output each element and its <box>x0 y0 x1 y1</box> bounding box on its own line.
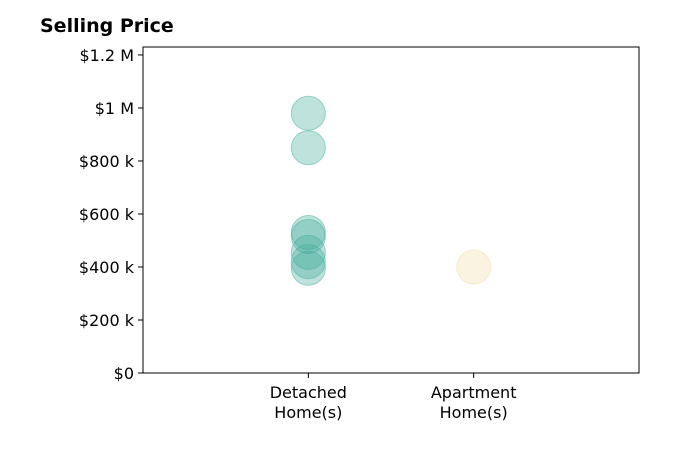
chart-title: Selling Price <box>40 15 174 37</box>
y-axis: $0 $200 k $400 k $600 k $800 k $1 M $1.2 M <box>79 46 143 383</box>
y-tick-label: $600 k <box>79 205 135 224</box>
y-tick-label: $1.2 M <box>79 46 134 65</box>
data-point <box>290 95 326 131</box>
data-point <box>290 250 326 286</box>
data-point <box>290 130 326 166</box>
x-tick-label: Detached Home(s) <box>270 383 347 422</box>
plot-frame <box>142 46 640 374</box>
y-tick-label: $800 k <box>79 152 135 171</box>
y-tick-label: $0 <box>114 364 134 383</box>
chart-marks <box>290 95 492 286</box>
data-point <box>456 249 492 285</box>
x-tick-label: Apartment Home(s) <box>431 383 517 422</box>
data-point <box>290 219 326 255</box>
data-point <box>290 234 326 270</box>
y-tick-label: $400 k <box>79 258 135 277</box>
y-tick-label: $200 k <box>79 311 135 330</box>
y-tick-label: $1 M <box>95 99 134 118</box>
x-axis: Detached Home(s) Apartment Home(s) <box>270 373 517 422</box>
